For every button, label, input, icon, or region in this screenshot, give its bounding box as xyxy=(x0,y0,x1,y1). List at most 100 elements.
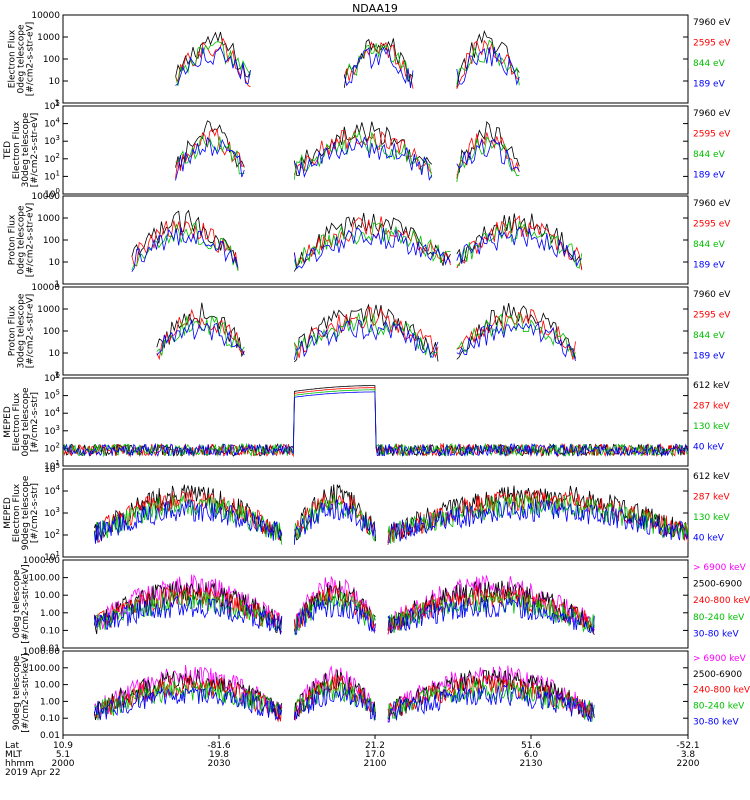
y-axis-label-line: [#/cm2-s-str-eV] xyxy=(26,22,36,97)
panel-4: 10000 1000 100 10 1 Proton Flux 30deg telescop… xyxy=(8,283,732,381)
x-tick-label: 10.9 xyxy=(53,741,73,751)
y-tick-label: 100 xyxy=(43,236,60,246)
y-tick-label: 0.10 xyxy=(40,626,60,636)
y-tick-label: 102 xyxy=(44,528,60,541)
data-marks xyxy=(175,120,520,183)
legend-entry: 80-240 keV xyxy=(693,702,745,712)
legend-entry: 240-800 keV xyxy=(693,596,750,606)
y-tick-label: 102 xyxy=(44,441,60,454)
series-line xyxy=(175,136,520,182)
y-tick-label: 1000.00 xyxy=(23,556,60,566)
legend-entry: 40 keV xyxy=(693,533,725,543)
legend-entry: 2500-6900 xyxy=(693,670,742,680)
legend-entry: 2595 eV xyxy=(693,38,731,48)
x-tick-label: 6.0 xyxy=(524,750,539,760)
y-tick-label: 103 xyxy=(44,424,60,437)
x-date-label: 2019 Apr 22 xyxy=(5,768,61,778)
legend-entry: 40 keV xyxy=(693,442,725,452)
y-axis-label-line: TED xyxy=(3,141,13,160)
x-tick-label: 51.6 xyxy=(521,741,541,751)
y-axis-label-line: 0deg telescope xyxy=(17,205,27,275)
y-tick-label: 100.00 xyxy=(29,664,61,674)
y-axis-label-line: Electron Flux xyxy=(12,120,22,179)
y-tick-label: 10.00 xyxy=(34,591,60,601)
legend-entry: 2500-6900 xyxy=(693,580,742,590)
legend-entry: 612 keV xyxy=(693,381,730,391)
series-line xyxy=(63,391,688,458)
y-axis-label-line: 0deg telescope xyxy=(12,569,22,639)
panel-frame xyxy=(62,559,689,649)
series-line xyxy=(156,302,576,363)
x-tick-label: 2030 xyxy=(208,759,231,769)
series-line xyxy=(93,684,595,723)
legend-entry: 130 keV xyxy=(693,422,730,432)
legend-entry: 7960 eV xyxy=(693,18,731,28)
y-tick-label: 10 xyxy=(49,77,61,87)
x-tick-label: 19.8 xyxy=(209,750,229,760)
y-axis-label-line: Proton Flux xyxy=(8,214,18,265)
panel-8: 1000.00 100.00 10.00 1.00 0.10 0.01 90deg tele… xyxy=(12,647,750,741)
series-line xyxy=(156,318,576,362)
legend-entry: 612 keV xyxy=(693,472,730,482)
y-tick-label: 0.01 xyxy=(40,644,60,654)
y-axis-label-line: [#/cm2-s-str-keV] xyxy=(21,653,31,732)
data-marks xyxy=(93,484,688,546)
x-row-label: hhmm xyxy=(5,759,34,769)
legend-entry: 844 eV xyxy=(693,331,726,341)
series-line xyxy=(93,595,595,635)
legend-entry: 2595 eV xyxy=(693,310,731,320)
y-tick-label: 100 xyxy=(43,55,60,65)
legend-entry: 844 eV xyxy=(693,150,726,160)
y-axis-label-line: [#/cm2-s-str-eV] xyxy=(30,113,40,188)
panel-frame xyxy=(62,377,689,467)
legend-entry: 30-80 keV xyxy=(693,629,739,639)
y-axis-label-line: Proton Flux xyxy=(8,305,18,356)
panel-frame xyxy=(62,195,689,285)
x-tick-label: 17.0 xyxy=(365,750,385,760)
panel-frame xyxy=(62,286,689,376)
legend-entry: 189 eV xyxy=(693,260,726,270)
y-axis-label-line: 30deg telescope xyxy=(21,112,31,187)
y-tick-label: 102 xyxy=(44,152,60,165)
y-tick-label: 105 xyxy=(44,99,60,112)
y-axis-label-line: Electron Flux xyxy=(12,392,22,451)
y-axis-label-line: 0deg telescope xyxy=(21,387,31,457)
y-tick-label: 10.00 xyxy=(34,681,60,691)
y-tick-label: 101 xyxy=(44,169,60,182)
y-tick-label: 1 xyxy=(54,280,60,290)
y-tick-label: 104 xyxy=(44,484,60,497)
y-axis-label-line: MEPED xyxy=(3,406,13,438)
y-tick-label: 10000 xyxy=(31,11,60,21)
y-axis-label-line: [#/cm2-s-str-eV] xyxy=(26,203,36,278)
panel-frame xyxy=(62,468,689,558)
y-tick-label: 0.10 xyxy=(40,714,60,724)
x-tick-label: 2000 xyxy=(52,759,75,769)
y-tick-label: 105 xyxy=(44,389,60,402)
y-tick-label: 1000 xyxy=(37,33,60,43)
x-tick-label: 3.8 xyxy=(681,750,696,760)
data-marks xyxy=(93,664,595,723)
panel-frame xyxy=(62,105,689,195)
x-tick-label: 2200 xyxy=(677,759,700,769)
legend-entry: > 6900 keV xyxy=(693,563,747,573)
y-axis-label-line: Electron Flux xyxy=(12,483,22,542)
data-marks xyxy=(156,302,576,363)
legend-entry: 80-240 keV xyxy=(693,613,745,623)
legend-entry: 2595 eV xyxy=(693,219,731,229)
data-marks xyxy=(63,385,688,458)
y-axis-label-line: 90deg telescope xyxy=(12,655,22,730)
y-tick-label: 10 xyxy=(49,349,61,359)
data-marks xyxy=(175,30,520,90)
y-tick-label: 1000.00 xyxy=(23,647,60,657)
x-tick-label: 5.1 xyxy=(56,750,70,760)
legend-entry: 240-800 keV xyxy=(693,686,750,696)
legend-entry: 2595 eV xyxy=(693,129,731,139)
x-tick-label: 2100 xyxy=(364,759,387,769)
data-marks xyxy=(93,574,595,636)
y-tick-label: 1.00 xyxy=(40,697,60,707)
y-tick-label: 10000 xyxy=(31,283,60,293)
